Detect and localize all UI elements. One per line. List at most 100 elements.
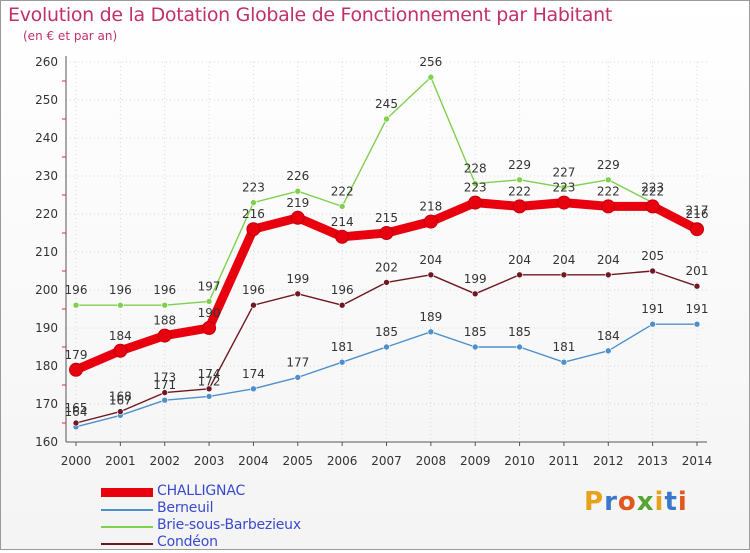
data-point <box>338 358 346 366</box>
legend-swatch <box>101 543 153 545</box>
x-tick-label: 2003 <box>194 454 225 468</box>
data-label: 204 <box>508 253 531 267</box>
data-label: 215 <box>375 211 398 225</box>
data-point <box>117 408 124 415</box>
data-label: 165 <box>65 401 88 415</box>
data-point <box>246 222 261 237</box>
x-tick-label: 2012 <box>593 454 624 468</box>
legend-swatch <box>101 526 153 528</box>
x-tick-label: 2007 <box>371 454 402 468</box>
data-label: 202 <box>375 260 398 274</box>
data-point <box>516 343 523 351</box>
logo-letter: i <box>677 487 688 517</box>
legend-label: Brie-sous-Barbezieux <box>157 517 301 533</box>
y-tick-label: 230 <box>35 169 58 183</box>
data-point <box>693 282 701 290</box>
legend-label: Berneuil <box>157 500 214 516</box>
data-label: 229 <box>508 158 531 172</box>
data-point <box>468 195 483 210</box>
data-point <box>205 298 213 305</box>
logo-letter: t <box>664 487 678 517</box>
grid-lines <box>66 61 707 443</box>
data-point <box>294 290 302 298</box>
y-tick-label: 170 <box>35 397 58 411</box>
data-label: 219 <box>286 196 309 210</box>
data-point <box>471 180 479 187</box>
data-point <box>117 301 124 309</box>
chart-title: Evolution de la Dotation Globale de Fonc… <box>8 4 613 26</box>
legend-swatch <box>101 488 153 497</box>
data-label: 222 <box>597 184 620 198</box>
x-tick-label: 2006 <box>327 454 358 468</box>
data-label: 190 <box>198 306 221 320</box>
data-label: 222 <box>508 184 531 198</box>
data-label: 228 <box>464 162 487 176</box>
data-label: 185 <box>464 325 487 339</box>
data-label: 185 <box>375 325 398 339</box>
y-tick-label: 240 <box>35 131 58 145</box>
data-point <box>161 389 169 396</box>
y-tick-label: 210 <box>35 245 58 259</box>
y-tick-label: 180 <box>35 359 58 373</box>
data-point <box>338 203 346 210</box>
data-label: 223 <box>242 181 265 195</box>
data-point <box>379 226 394 240</box>
data-label: 189 <box>419 310 442 324</box>
data-point <box>604 176 612 184</box>
y-tick-label: 160 <box>35 435 58 449</box>
data-label: 164 <box>65 405 88 419</box>
data-label: 222 <box>641 184 664 198</box>
data-label: 204 <box>552 253 575 267</box>
data-label: 191 <box>641 302 664 316</box>
data-point <box>556 195 571 210</box>
data-point <box>383 279 390 286</box>
logo-letter: o <box>617 487 637 517</box>
data-label: 168 <box>109 390 132 404</box>
data-label: 227 <box>552 165 575 179</box>
data-point <box>383 115 390 123</box>
data-label: 201 <box>686 264 709 278</box>
y-tick-label: 200 <box>35 283 58 297</box>
axes: 160 170 180 190 200 210 220 230 240 250 260 2000 200… <box>35 55 712 468</box>
data-point <box>471 343 479 351</box>
data-point <box>604 271 612 279</box>
data-point <box>161 396 169 404</box>
data-label: 196 <box>65 283 88 297</box>
data-label: 222 <box>331 184 354 198</box>
x-tick-label: 2004 <box>238 454 269 468</box>
data-label: 229 <box>597 158 620 172</box>
y-tick-label: 250 <box>35 93 58 107</box>
data-point <box>161 301 169 309</box>
data-label: 171 <box>153 378 176 392</box>
data-label: 216 <box>686 207 709 221</box>
data-point <box>512 199 527 214</box>
x-tick-label: 2010 <box>504 454 535 468</box>
data-label: 185 <box>508 325 531 339</box>
data-point <box>338 301 346 309</box>
data-label: 199 <box>286 272 309 286</box>
data-label: 177 <box>286 355 309 369</box>
data-point <box>427 271 435 279</box>
data-label: 191 <box>686 302 709 316</box>
data-label: 167 <box>109 393 132 407</box>
data-label: 173 <box>153 371 176 385</box>
data-label: 256 <box>419 55 442 69</box>
data-point <box>649 320 656 328</box>
data-label: 214 <box>331 215 354 229</box>
data-label: 205 <box>641 249 664 263</box>
data-label: 184 <box>597 329 620 343</box>
data-point <box>649 267 656 275</box>
chart-subtitle: (en € et par an) <box>23 29 118 43</box>
data-point <box>427 73 435 81</box>
data-label: 199 <box>464 272 487 286</box>
data-point <box>72 301 80 309</box>
data-label: 181 <box>552 340 575 354</box>
data-label: 196 <box>153 283 176 297</box>
data-label: 188 <box>153 314 176 328</box>
y-tick-label: 190 <box>35 321 58 335</box>
data-label: 181 <box>331 340 354 354</box>
data-point <box>250 199 257 206</box>
data-point <box>72 419 80 427</box>
